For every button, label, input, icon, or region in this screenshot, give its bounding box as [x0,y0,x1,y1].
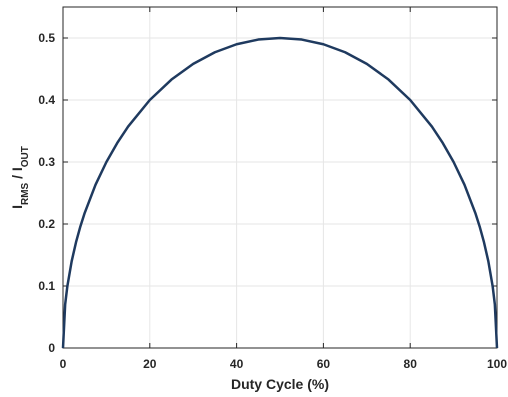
y-tick-label: 0.1 [38,279,55,293]
x-tick-label: 20 [143,357,157,371]
series-layer [61,36,499,349]
grid-lines [62,7,498,349]
y-axis-label-main-2: I [9,167,25,171]
y-tick-label: 0.3 [38,155,55,169]
y-tick-label: 0 [48,341,55,355]
axis-ticks [62,7,498,349]
x-tick-label: 60 [317,357,331,371]
x-tick-label: 100 [487,357,507,371]
y-axis-label: IRMS / IOUT [9,146,31,209]
x-axis-tick-labels: 0 20 40 60 80 100 [60,357,508,371]
y-axis-label-sub-1: RMS [20,182,31,205]
y-tick-label: 0.4 [38,93,55,107]
series-line [61,36,499,349]
x-axis-label: Duty Cycle (%) [231,376,329,392]
y-axis-label-main-1: I [9,205,25,209]
y-tick-label: 0.2 [38,217,55,231]
y-axis-label-sep: / [9,171,25,183]
plot-area-frame [62,6,498,349]
x-tick-label: 40 [230,357,244,371]
y-axis-tick-labels: 0 0.1 0.2 0.3 0.4 0.5 [38,31,55,355]
x-tick-label: 0 [60,357,67,371]
y-tick-label: 0.5 [38,31,55,45]
x-tick-label: 80 [404,357,418,371]
y-axis-label-sub-2: OUT [20,146,31,167]
